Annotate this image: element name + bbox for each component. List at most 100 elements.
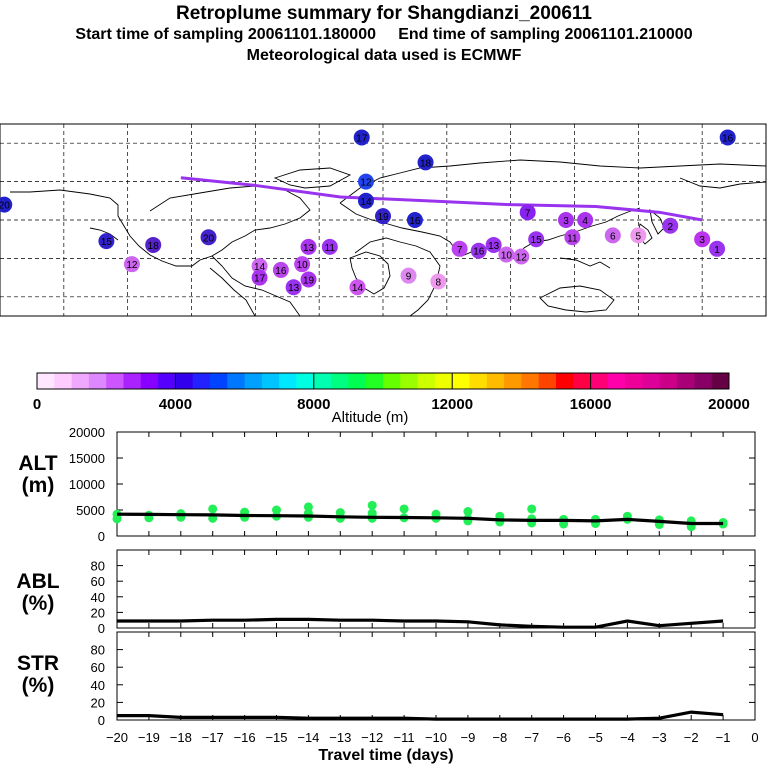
plume-marker <box>400 267 417 284</box>
x-tick-label: −15 <box>265 730 287 745</box>
colorbar-cell <box>521 373 540 389</box>
altitude-point <box>399 504 409 514</box>
x-tick-label: −4 <box>620 730 635 745</box>
colorbar-cell <box>573 373 592 389</box>
plume-marker-label: 17 <box>356 133 368 144</box>
plume-marker <box>300 271 317 288</box>
x-tick-label: −14 <box>297 730 319 745</box>
colorbar-cell <box>659 373 678 389</box>
plume-marker <box>528 231 545 248</box>
x-tick-label: −1 <box>716 730 731 745</box>
plume-marker <box>662 217 679 234</box>
plume-marker <box>285 279 302 296</box>
plume-marker <box>417 154 434 171</box>
colorbar-cell <box>486 373 505 389</box>
plume-marker <box>430 273 447 290</box>
plume-marker-label: 15 <box>531 235 543 246</box>
plume-marker-label: 3 <box>563 216 569 227</box>
plume-marker <box>498 246 515 263</box>
colorbar-cell <box>210 373 228 389</box>
colorbar-label: Altitude (m) <box>332 409 409 426</box>
x-tick-label: −17 <box>202 730 224 745</box>
plume-marker <box>694 231 711 248</box>
plume-marker-label: 19 <box>303 276 315 287</box>
plume-marker-label: 16 <box>275 266 287 277</box>
plume-marker <box>300 238 317 255</box>
altitude-point <box>527 504 537 514</box>
colorbar-tick-label: 8000 <box>297 396 330 413</box>
plume-marker-label: 13 <box>488 241 500 252</box>
altitude-colorbar: 0 4000 8000 12000 16000 20000 Altitude (m) <box>33 372 750 426</box>
plume-marker-label: 10 <box>501 251 513 262</box>
colorbar-cell <box>400 373 419 389</box>
colorbar-cell <box>192 373 211 389</box>
colorbar-cell <box>452 373 470 389</box>
plume-marker <box>577 212 594 228</box>
plume-marker <box>357 192 374 209</box>
plume-marker-label: 20 <box>0 201 10 212</box>
y-axis-label: STR <box>17 652 59 675</box>
x-tick-label: −12 <box>361 730 383 745</box>
altitude-point <box>367 500 377 510</box>
plume-marker <box>353 129 370 146</box>
plume-marker <box>294 256 311 273</box>
y-tick-label: 80 <box>91 559 105 574</box>
plume-marker-label: 7 <box>525 208 531 219</box>
colorbar-tick-label: 20000 <box>708 396 750 413</box>
x-axis-label: Travel time (days) <box>318 747 453 764</box>
colorbar-cell <box>227 373 246 389</box>
colorbar-cell <box>556 373 574 389</box>
colorbar-cell <box>279 373 297 389</box>
x-tick-label: −20 <box>106 730 128 745</box>
colorbar-cell <box>417 373 436 389</box>
altitude-point <box>112 514 122 524</box>
y-tick-label: 0 <box>98 529 105 544</box>
colorbar-cell <box>296 373 315 389</box>
plume-marker-label: 18 <box>148 241 160 252</box>
y-axis-label: (%) <box>22 592 55 615</box>
y-axis-label: (%) <box>22 674 55 697</box>
panel-0: 0 5000 10000 15000 20000 ALT(m) <box>18 428 756 544</box>
plume-marker <box>272 261 289 278</box>
plume-marker <box>451 240 468 257</box>
plume-marker-label: 18 <box>420 158 432 169</box>
colorbar-cell <box>365 373 384 389</box>
plume-marker-label: 16 <box>722 133 734 144</box>
plume-marker <box>251 269 268 286</box>
plume-marker-label: 14 <box>254 262 266 273</box>
colorbar-cell <box>504 373 522 389</box>
colorbar-cell <box>348 373 367 389</box>
colorbar-cell <box>590 373 609 389</box>
colorbar-tick-label: 0 <box>33 396 41 413</box>
plume-marker <box>251 258 268 275</box>
x-tick-label: −2 <box>684 730 699 745</box>
colorbar-cell <box>175 373 194 389</box>
plume-marker <box>145 236 162 253</box>
colorbar-cell <box>140 373 159 389</box>
colorbar-cell <box>711 373 730 389</box>
plume-marker-label: 5 <box>636 231 642 242</box>
plume-marker-label: 6 <box>610 231 616 242</box>
plume-marker <box>406 212 423 228</box>
colorbar-ticks: 0 4000 8000 12000 16000 20000 <box>33 373 750 413</box>
plume-marker-label: 16 <box>409 216 421 227</box>
colorbar-cell <box>538 373 557 389</box>
plume-marker <box>485 236 502 253</box>
colorbar-cell <box>244 373 263 389</box>
plume-marker-label: 7 <box>457 245 463 256</box>
plume-marker-label: 1 <box>714 245 720 256</box>
plume-marker-label: 11 <box>325 243 336 254</box>
colorbar-cell <box>677 373 695 389</box>
x-tick-label: −11 <box>394 730 415 745</box>
y-axis-label: (m) <box>22 474 55 497</box>
colorbar-cell <box>106 373 124 389</box>
plume-marker-label: 10 <box>297 260 309 271</box>
y-tick-label: 20 <box>91 695 105 710</box>
met-data-note: Meteorological data used is ECMWF <box>246 47 522 64</box>
colorbar-cell <box>158 373 176 389</box>
plume-marker <box>321 238 338 255</box>
x-tick-label: −3 <box>652 730 667 745</box>
x-tick-label: −8 <box>492 730 507 745</box>
plume-marker <box>357 173 374 190</box>
colorbar-cell <box>383 373 401 389</box>
